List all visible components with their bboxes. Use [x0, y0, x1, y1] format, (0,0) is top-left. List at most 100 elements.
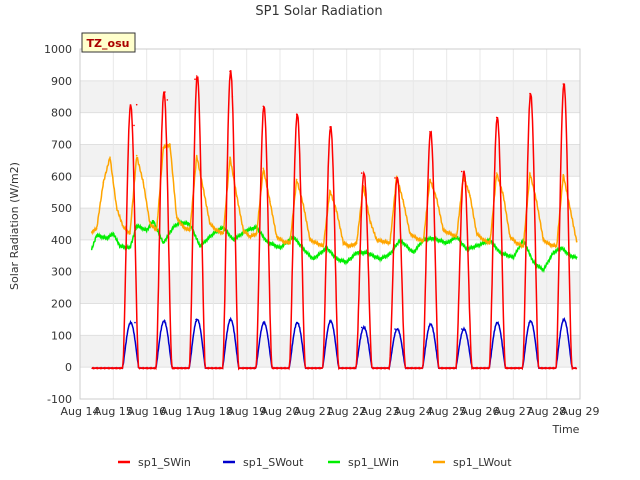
data-point [449, 232, 451, 235]
data-point [269, 200, 271, 203]
data-point [155, 229, 158, 232]
data-point [445, 242, 448, 244]
data-point [535, 200, 538, 203]
y-tick-label: 100 [51, 329, 72, 342]
data-point [542, 269, 545, 271]
y-tick-label: 800 [51, 107, 72, 120]
data-point [212, 232, 215, 235]
y-tick-label: -100 [47, 393, 72, 406]
data-point [229, 318, 231, 321]
data-point [429, 130, 431, 133]
data-point [194, 78, 196, 80]
data-point [229, 70, 231, 73]
data-point [355, 242, 358, 244]
data-point [395, 175, 398, 178]
data-point [575, 240, 578, 243]
data-point [262, 167, 265, 170]
data-point [209, 223, 211, 225]
x-tick-label: Aug 24 [394, 405, 433, 418]
data-point [360, 172, 363, 174]
data-point [199, 245, 201, 248]
data-point [315, 242, 318, 244]
data-point [379, 258, 381, 260]
y-tick-label: 400 [51, 234, 72, 247]
data-point [255, 232, 258, 235]
data-point [360, 326, 363, 329]
data-point [375, 239, 378, 241]
data-point [495, 321, 498, 324]
x-axis-label: Time [552, 423, 580, 436]
x-tick-label: Aug 23 [361, 405, 400, 418]
data-point [195, 154, 198, 157]
data-point [295, 113, 298, 115]
plot-frame [79, 48, 581, 400]
data-point [119, 245, 121, 248]
data-point [162, 146, 165, 149]
data-point [382, 240, 385, 243]
x-tick-label: Aug 18 [194, 405, 233, 418]
data-point [195, 75, 198, 77]
data-point [415, 237, 418, 240]
data-point [495, 172, 498, 174]
data-point [489, 242, 491, 244]
data-point [529, 92, 531, 95]
x-tick-label: Aug 25 [427, 405, 466, 418]
data-point [355, 251, 358, 254]
data-point [329, 189, 331, 192]
data-point [133, 124, 135, 127]
x-tick-label: Aug 19 [227, 405, 266, 418]
background-band [80, 144, 580, 177]
data-point [222, 232, 225, 235]
data-point [409, 232, 411, 235]
y-tick-label: 200 [51, 298, 72, 311]
data-point [460, 328, 463, 330]
data-point [542, 239, 545, 241]
y-tick-label: 900 [51, 75, 72, 88]
data-point [231, 95, 234, 98]
legend-label: sp1_SWin [138, 456, 191, 469]
data-point [562, 173, 565, 176]
data-point [295, 321, 298, 324]
data-point [309, 239, 311, 241]
data-point [522, 245, 525, 248]
data-point [499, 251, 501, 254]
data-point [164, 320, 166, 322]
x-tick-label: Aug 20 [261, 405, 300, 418]
data-point [122, 226, 125, 228]
data-point [495, 116, 498, 119]
data-point [129, 232, 131, 235]
x-tick-label: Aug 29 [561, 405, 600, 418]
data-point [162, 242, 165, 244]
data-point [509, 235, 511, 238]
data-point [322, 245, 325, 248]
y-axis-label: Solar Radiation (W/m2) [8, 162, 21, 290]
y-tick-label: 600 [51, 170, 72, 183]
x-tick-label: Aug 27 [494, 405, 533, 418]
x-tick-label: Aug 15 [94, 405, 133, 418]
data-point [262, 105, 265, 108]
data-point [95, 234, 98, 236]
data-point [289, 242, 291, 244]
data-point [182, 226, 185, 228]
data-point [562, 83, 565, 85]
data-point [152, 220, 155, 222]
data-point [235, 194, 238, 197]
data-point [195, 318, 197, 321]
data-point [90, 248, 93, 251]
data-point [349, 245, 351, 248]
data-point [189, 229, 191, 232]
x-tick-label: Aug 16 [127, 405, 166, 418]
data-point [95, 228, 98, 230]
data-point [282, 240, 285, 243]
data-point [262, 321, 265, 324]
data-point [429, 178, 431, 181]
data-point [555, 245, 558, 248]
data-point [202, 188, 205, 190]
data-point [265, 240, 268, 243]
data-point [295, 178, 298, 181]
x-tick-label: Aug 26 [461, 405, 500, 418]
y-tick-labels: -100 0 100 200 300 400 500 600 700 800 900 1000 [44, 43, 72, 406]
data-point [149, 223, 151, 225]
data-point [422, 240, 425, 243]
series-layer [90, 70, 578, 371]
